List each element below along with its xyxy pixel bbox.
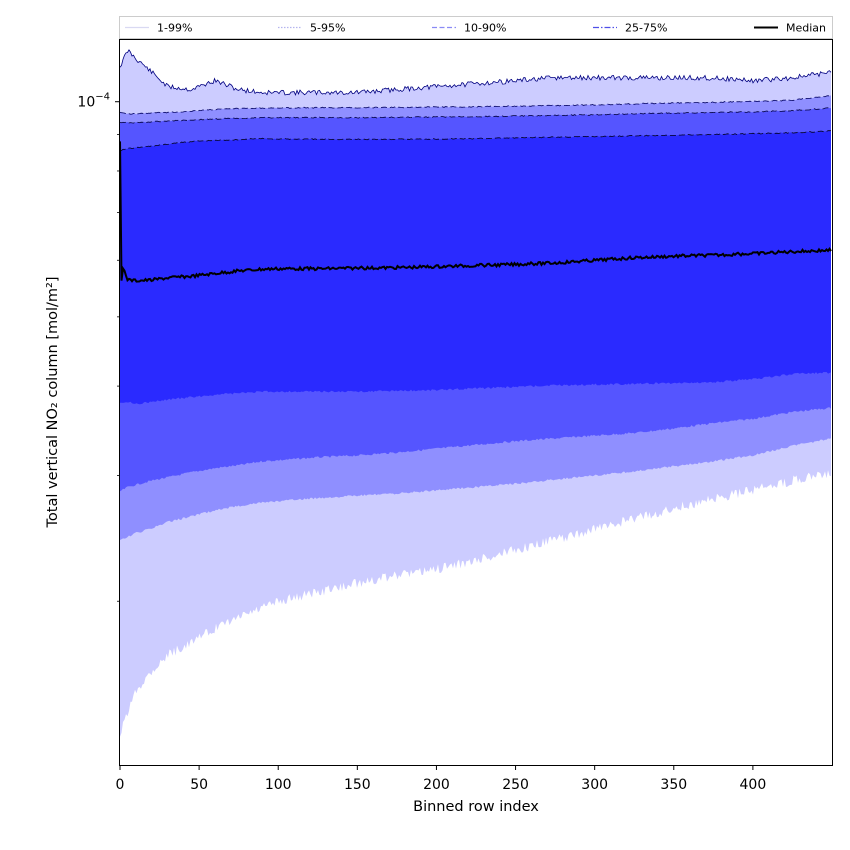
percentile-bands bbox=[120, 49, 831, 737]
legend-label-Median: Median bbox=[786, 22, 826, 35]
x-tick-label-150: 150 bbox=[344, 777, 371, 793]
band-upper-edge-10-90pct bbox=[119, 107, 831, 124]
x-axis-ticks: 0 50 100 150 200 250 300 350 400 bbox=[116, 765, 767, 793]
x-tick-label-250: 250 bbox=[502, 777, 529, 793]
median-line bbox=[119, 141, 832, 283]
plot-frame bbox=[119, 39, 833, 766]
y-tick-label: 10−4 bbox=[77, 92, 110, 111]
band-upper-edge-5-95pct bbox=[119, 94, 832, 115]
x-tick-label-0: 0 bbox=[116, 777, 125, 793]
x-tick-label-100: 100 bbox=[265, 777, 292, 793]
x-tick-label-400: 400 bbox=[740, 777, 767, 793]
legend-label-25-75pct: 25-75% bbox=[625, 22, 667, 35]
legend: 1-99% 5-95% 10-90% 25-75% Median bbox=[119, 16, 833, 39]
y-axis-ticks: 10−4 bbox=[77, 92, 120, 602]
band-25-75pct bbox=[120, 130, 831, 405]
band-upper-edge-1-99pct bbox=[119, 49, 832, 96]
x-tick-label-300: 300 bbox=[581, 777, 608, 793]
band-edge-lines bbox=[119, 49, 832, 152]
legend-label-1-99pct: 1-99% bbox=[157, 22, 192, 35]
x-axis-label: Binned row index bbox=[413, 799, 539, 815]
x-tick-label-50: 50 bbox=[190, 777, 208, 793]
legend-box bbox=[119, 16, 833, 39]
x-tick-label-200: 200 bbox=[423, 777, 450, 793]
x-tick-label-350: 350 bbox=[660, 777, 687, 793]
legend-label-10-90pct: 10-90% bbox=[464, 22, 506, 35]
y-axis-label: Total vertical NO₂ column [mol/m²] bbox=[45, 277, 61, 529]
legend-label-5-95pct: 5-95% bbox=[310, 22, 345, 35]
